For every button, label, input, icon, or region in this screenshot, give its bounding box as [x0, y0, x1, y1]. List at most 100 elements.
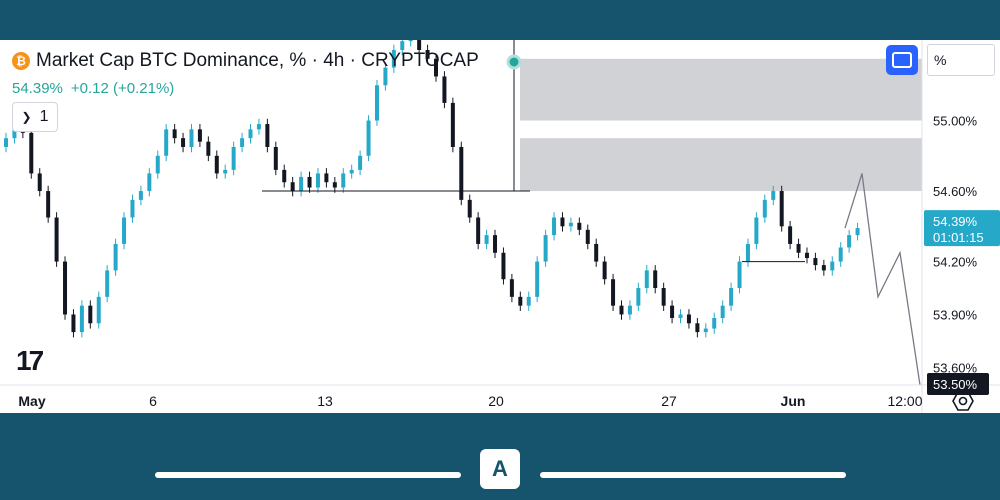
price-change: +0.12 (+0.21%) [70, 80, 175, 97]
candle-body [256, 124, 261, 130]
candles-group [4, 40, 860, 338]
support-badge [927, 373, 989, 395]
candle-body [46, 191, 51, 218]
candle-body [518, 296, 523, 306]
chart-header: ₿ Market Cap BTC Dominance, % · 4h · CRY… [12, 50, 479, 72]
fullscreen-icon [892, 52, 912, 68]
candle-body [821, 265, 826, 271]
candle-body [450, 102, 455, 147]
candle-body [779, 191, 784, 227]
candle-body [240, 138, 245, 147]
candle-body [695, 323, 700, 333]
indicator-count: 1 [39, 108, 49, 125]
support-label: 53.50% [933, 377, 978, 392]
x-tick-label: 20 [488, 393, 504, 409]
candle-body [526, 296, 531, 306]
candle-body [299, 176, 304, 192]
candle-body [214, 155, 219, 174]
candle-body [425, 50, 430, 59]
unit-selector[interactable]: % [927, 44, 995, 76]
candle-body [838, 247, 843, 262]
last-price: 54.39% [12, 80, 63, 97]
candle-body [737, 261, 742, 289]
candle-body [113, 243, 118, 271]
candle-body [189, 129, 194, 147]
candle-body [678, 314, 683, 318]
candle-body [265, 124, 270, 147]
candle-body [248, 129, 253, 139]
candle-body [4, 138, 8, 147]
candle-body [206, 141, 211, 156]
candle-body [509, 279, 514, 297]
x-tick-label: 12:00 [887, 393, 922, 409]
time-marker-dot [506, 54, 522, 70]
decorative-line-right [540, 472, 846, 478]
candle-body [324, 173, 329, 183]
candle-body [63, 261, 68, 315]
app-logo-icon: A [480, 449, 520, 489]
candle-body [804, 252, 809, 259]
price-summary: 54.39% +0.12 (+0.21%) [12, 80, 174, 97]
candle-body [813, 258, 818, 266]
candle-body [408, 40, 413, 42]
candle-body [476, 217, 481, 244]
candle-body [442, 76, 447, 103]
candle-body [12, 129, 17, 139]
candle-body [712, 318, 717, 329]
candle-body [720, 305, 725, 318]
settings-icon[interactable] [952, 390, 974, 412]
chevron-down-icon: ❯ [21, 110, 32, 124]
candle-body [391, 50, 396, 68]
resistance-zone-1 [520, 58, 922, 121]
price-chart[interactable]: 55.00%54.60%54.20%53.90%53.60%54.39%01:0… [0, 40, 1000, 413]
projection-path [844, 173, 921, 386]
candle-body [560, 217, 565, 227]
candle-body [577, 222, 582, 230]
current-price-badge [924, 210, 1000, 247]
candle-body [231, 146, 236, 170]
candle-body [594, 243, 599, 262]
candle-body [181, 138, 186, 147]
candle-body [400, 41, 405, 50]
candle-body [653, 270, 658, 289]
candle-body [552, 217, 557, 236]
candle-body [619, 305, 624, 315]
candle-body [602, 261, 607, 280]
y-tick-label: 55.00% [933, 114, 978, 129]
candle-body [37, 173, 42, 192]
candle-body [543, 235, 548, 262]
candle-body [611, 279, 616, 306]
candle-body [130, 199, 135, 218]
candle-body [105, 270, 110, 297]
chart-title: Market Cap BTC Dominance, % · 4h · CRYPT… [36, 50, 479, 71]
candle-body [223, 169, 228, 174]
candle-body [138, 191, 143, 200]
candle-body [273, 146, 278, 170]
candle-body [745, 243, 750, 262]
candle-body [147, 173, 152, 192]
candle-body [88, 305, 93, 324]
indicator-toggle[interactable]: ❯ 1 [12, 102, 58, 132]
x-tick-label: Jun [781, 393, 806, 409]
fullscreen-button[interactable] [886, 45, 918, 75]
candle-body [164, 129, 169, 156]
candle-body [535, 261, 540, 297]
candle-body [501, 252, 506, 280]
candle-body [484, 235, 489, 244]
tradingview-logo: 17 [16, 345, 44, 376]
candle-body [670, 305, 675, 318]
candle-body [71, 314, 76, 333]
candle-body [771, 191, 776, 200]
candle-body [122, 217, 127, 244]
candle-body [172, 129, 177, 139]
y-tick-label: 54.20% [933, 255, 978, 270]
resistance-zone-2 [520, 138, 922, 192]
candle-body [54, 217, 59, 262]
countdown-label: 01:01:15 [933, 230, 984, 245]
candle-body [434, 58, 438, 77]
x-tick-label: 6 [149, 393, 157, 409]
candle-body [585, 229, 590, 244]
candle-body [349, 169, 354, 174]
candle-body [493, 235, 498, 253]
candle-body [383, 67, 388, 86]
